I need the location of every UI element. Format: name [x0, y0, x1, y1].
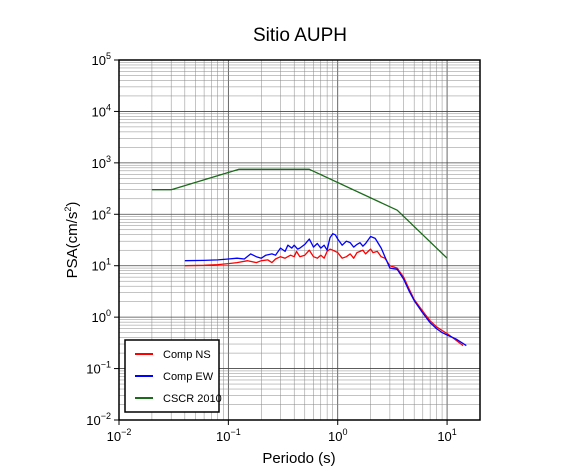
x-tick-label: 101	[437, 427, 456, 444]
series-lines	[151, 168, 467, 347]
series-line-0	[184, 248, 464, 347]
grid	[118, 59, 481, 421]
tick-labels: 10−2 10−1 100 101 10−2 10−1 100 101 102 103 104 105	[86, 51, 457, 444]
x-tick-label: 100	[328, 427, 347, 444]
legend: Comp NS Comp EW CSCR 2010	[124, 339, 222, 413]
y-tick-label: 102	[92, 205, 111, 222]
legend-label-0: Comp NS	[163, 349, 211, 361]
y-axis-label-sup: 2	[63, 207, 73, 212]
legend-label-1: Comp EW	[163, 371, 214, 383]
y-tick-label: 103	[92, 154, 111, 171]
chart-title: Sitio AUPH	[253, 25, 347, 46]
plot-frame	[118, 59, 481, 421]
legend-label-2: CSCR 2010	[163, 393, 222, 405]
y-axis-label: PSA(cm/s2)	[63, 202, 81, 279]
series-line-2	[151, 168, 448, 259]
y-tick-label: 100	[92, 308, 111, 325]
series-line-1	[184, 233, 467, 347]
x-axis-label: Periodo (s)	[262, 450, 335, 467]
y-tick-label: 105	[92, 51, 111, 68]
y-axis-label-main: PSA(cm/s	[64, 212, 81, 279]
y-tick-label: 10−2	[86, 411, 111, 428]
x-tick-label: 10−2	[107, 427, 132, 444]
y-tick-label: 10−1	[86, 360, 111, 377]
y-tick-label: 104	[92, 102, 111, 119]
y-tick-label: 101	[92, 257, 111, 274]
x-tick-label: 10−1	[216, 427, 241, 444]
y-axis-label-end: )	[64, 202, 81, 207]
